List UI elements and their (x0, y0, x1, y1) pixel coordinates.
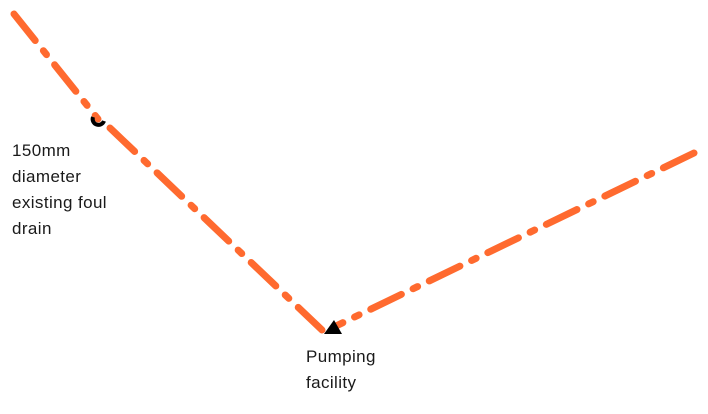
existing-drain-label: 150mm diameter existing foul drain (12, 138, 107, 242)
pumping-facility-label-line-2: facility (306, 373, 357, 392)
existing-drain-label-line-4: drain (12, 219, 52, 238)
existing-drain-label-line-2: diameter (12, 167, 82, 186)
drain-node-marker (90, 116, 106, 127)
incoming-drain-line-right (332, 149, 698, 330)
pumping-facility-marker (324, 320, 342, 334)
existing-drain-line-upper (10, 10, 102, 123)
pumping-facility-label: Pumping facility (306, 344, 376, 396)
existing-drain-label-line-3: existing foul (12, 193, 107, 212)
pumping-facility-label-line-1: Pumping (306, 347, 376, 366)
existing-drain-line-lower (106, 124, 326, 334)
existing-drain-label-line-1: 150mm (12, 141, 71, 160)
